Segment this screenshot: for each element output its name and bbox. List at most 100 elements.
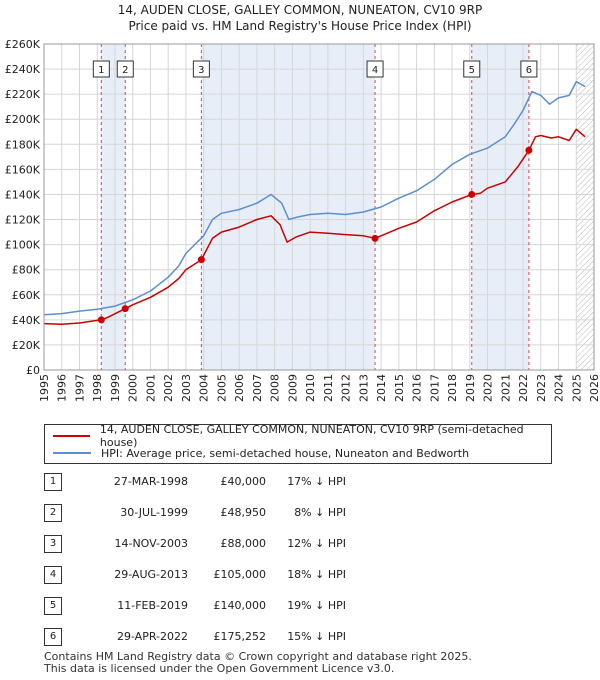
x-tick-label: 2008 — [269, 374, 282, 402]
legend-label-property: 14, AUDEN CLOSE, GALLEY COMMON, NUNEATON… — [99, 423, 524, 449]
x-tick-label: 2020 — [482, 374, 495, 402]
transaction-date: 30-JUL-1999 — [120, 506, 188, 519]
footer-copyright: Contains HM Land Registry data © Crown c… — [44, 650, 472, 663]
transaction-date: 29-APR-2022 — [116, 630, 188, 643]
y-tick-label: £120K — [5, 214, 41, 227]
x-tick-label: 2010 — [304, 374, 317, 402]
projection-hatch — [576, 44, 594, 370]
table-row: 6 29-APR-2022 £175,252 15% ↓ HPI — [44, 625, 444, 646]
sale-point — [121, 305, 129, 313]
x-tick-label: 1995 — [38, 374, 51, 402]
table-row: 1 27-MAR-1998 £40,000 17% ↓ HPI — [44, 470, 444, 491]
sale-marker-box — [463, 60, 481, 78]
chart-legend: 14, AUDEN CLOSE, GALLEY COMMON, NUNEATON… — [44, 423, 552, 464]
legend-item-property: 14, AUDEN CLOSE, GALLEY COMMON, NUNEATON… — [53, 423, 551, 449]
footer-licence: This data is licensed under the Open Gov… — [44, 662, 395, 675]
ownership-period-shade — [471, 44, 529, 370]
y-tick-label: £200K — [5, 113, 41, 126]
x-tick-label: 2014 — [375, 374, 388, 402]
table-row: 4 29-AUG-2013 £105,000 18% ↓ HPI — [44, 563, 444, 584]
y-tick-label: £100K — [5, 239, 41, 252]
ownership-period-shade — [101, 44, 126, 370]
transaction-date: 11-FEB-2019 — [117, 599, 188, 612]
x-tick-label: 2005 — [215, 374, 228, 402]
sale-marker-box — [116, 60, 134, 78]
y-tick-label: £0 — [26, 364, 40, 377]
plot-frame — [43, 43, 595, 371]
x-tick-label: 2003 — [180, 374, 193, 402]
sale-marker-label: 2 — [122, 65, 128, 76]
x-tick-label: 1996 — [56, 374, 69, 402]
y-tick-label: £160K — [5, 163, 41, 176]
transaction-hpi-diff: 17% ↓ HPI — [287, 475, 346, 488]
y-tick-label: £220K — [5, 88, 41, 101]
chart-title: 14, AUDEN CLOSE, GALLEY COMMON, NUNEATON… — [118, 3, 482, 17]
x-tick-label: 2021 — [499, 374, 512, 402]
x-tick-label: 2015 — [393, 374, 406, 402]
transaction-number: 1 — [44, 473, 62, 491]
transaction-number: 3 — [44, 535, 62, 553]
y-tick-label: £180K — [5, 138, 41, 151]
sale-marker-label: 1 — [98, 65, 104, 76]
transaction-hpi-diff: 18% ↓ HPI — [287, 568, 346, 581]
transaction-date: 27-MAR-1998 — [113, 475, 188, 488]
sale-point — [468, 190, 476, 198]
legend-item-hpi: HPI: Average price, semi-detached house,… — [53, 445, 469, 461]
chart-subtitle: Price paid vs. HM Land Registry's House … — [128, 19, 471, 33]
transaction-price: £48,950 — [220, 506, 267, 519]
legend-swatch-hpi — [53, 452, 91, 454]
footer: Contains HM Land Registry data © Crown c… — [44, 651, 472, 675]
legend-label-hpi: HPI: Average price, semi-detached house,… — [101, 446, 470, 460]
sale-marker-label: 6 — [526, 65, 532, 76]
x-tick-label: 2024 — [553, 374, 566, 402]
x-tick-label: 2007 — [251, 374, 264, 402]
transaction-price: £88,000 — [220, 537, 267, 550]
sale-point — [97, 316, 105, 324]
x-tick-label: 2000 — [127, 374, 140, 402]
x-tick-label: 2022 — [517, 374, 530, 402]
transaction-hpi-diff: 8% ↓ HPI — [294, 506, 346, 519]
x-tick-label: 2025 — [570, 374, 583, 402]
y-tick-label: £60K — [12, 289, 41, 302]
sale-marker-label: 3 — [198, 65, 204, 76]
x-tick-label: 2006 — [233, 374, 246, 402]
price-chart: 14, AUDEN CLOSE, GALLEY COMMON, NUNEATON… — [5, 3, 600, 402]
ownership-period-shade — [201, 44, 376, 370]
transaction-date: 14-NOV-2003 — [114, 537, 188, 550]
x-tick-label: 2026 — [588, 374, 600, 402]
x-tick-label: 2013 — [357, 374, 370, 402]
x-tick-label: 1998 — [91, 374, 104, 402]
transaction-hpi-diff: 19% ↓ HPI — [287, 599, 346, 612]
x-tick-label: 2002 — [162, 374, 175, 402]
x-tick-label: 1999 — [109, 374, 122, 402]
sale-point — [197, 256, 205, 264]
sale-marker-label: 4 — [372, 65, 378, 76]
transaction-date: 29-AUG-2013 — [114, 568, 188, 581]
y-tick-label: £240K — [5, 63, 41, 76]
transaction-price: £175,252 — [213, 630, 267, 643]
x-tick-label: 2017 — [428, 374, 441, 402]
x-tick-label: 2016 — [411, 374, 424, 402]
transaction-price: £105,000 — [213, 568, 267, 581]
table-row: 3 14-NOV-2003 £88,000 12% ↓ HPI — [44, 532, 444, 553]
x-tick-label: 2023 — [535, 374, 548, 402]
y-tick-label: £140K — [5, 188, 41, 201]
sale-marker-box — [192, 60, 210, 78]
x-tick-label: 1997 — [73, 374, 86, 402]
table-row: 5 11-FEB-2019 £140,000 19% ↓ HPI — [44, 594, 444, 615]
transaction-number: 5 — [44, 597, 62, 615]
sale-point — [371, 234, 379, 242]
sale-marker-box — [92, 60, 110, 78]
sale-marker-label: 5 — [469, 65, 475, 76]
transaction-number: 4 — [44, 566, 62, 584]
x-tick-label: 2004 — [198, 374, 211, 402]
x-tick-label: 2012 — [340, 374, 353, 402]
sale-point — [525, 146, 533, 154]
transaction-hpi-diff: 15% ↓ HPI — [287, 630, 346, 643]
x-tick-label: 2019 — [464, 374, 477, 402]
transaction-number: 6 — [44, 628, 62, 646]
y-tick-label: £80K — [12, 264, 41, 277]
transaction-number: 2 — [44, 504, 62, 522]
x-tick-label: 2011 — [322, 374, 335, 402]
hpi-line — [43, 80, 586, 316]
